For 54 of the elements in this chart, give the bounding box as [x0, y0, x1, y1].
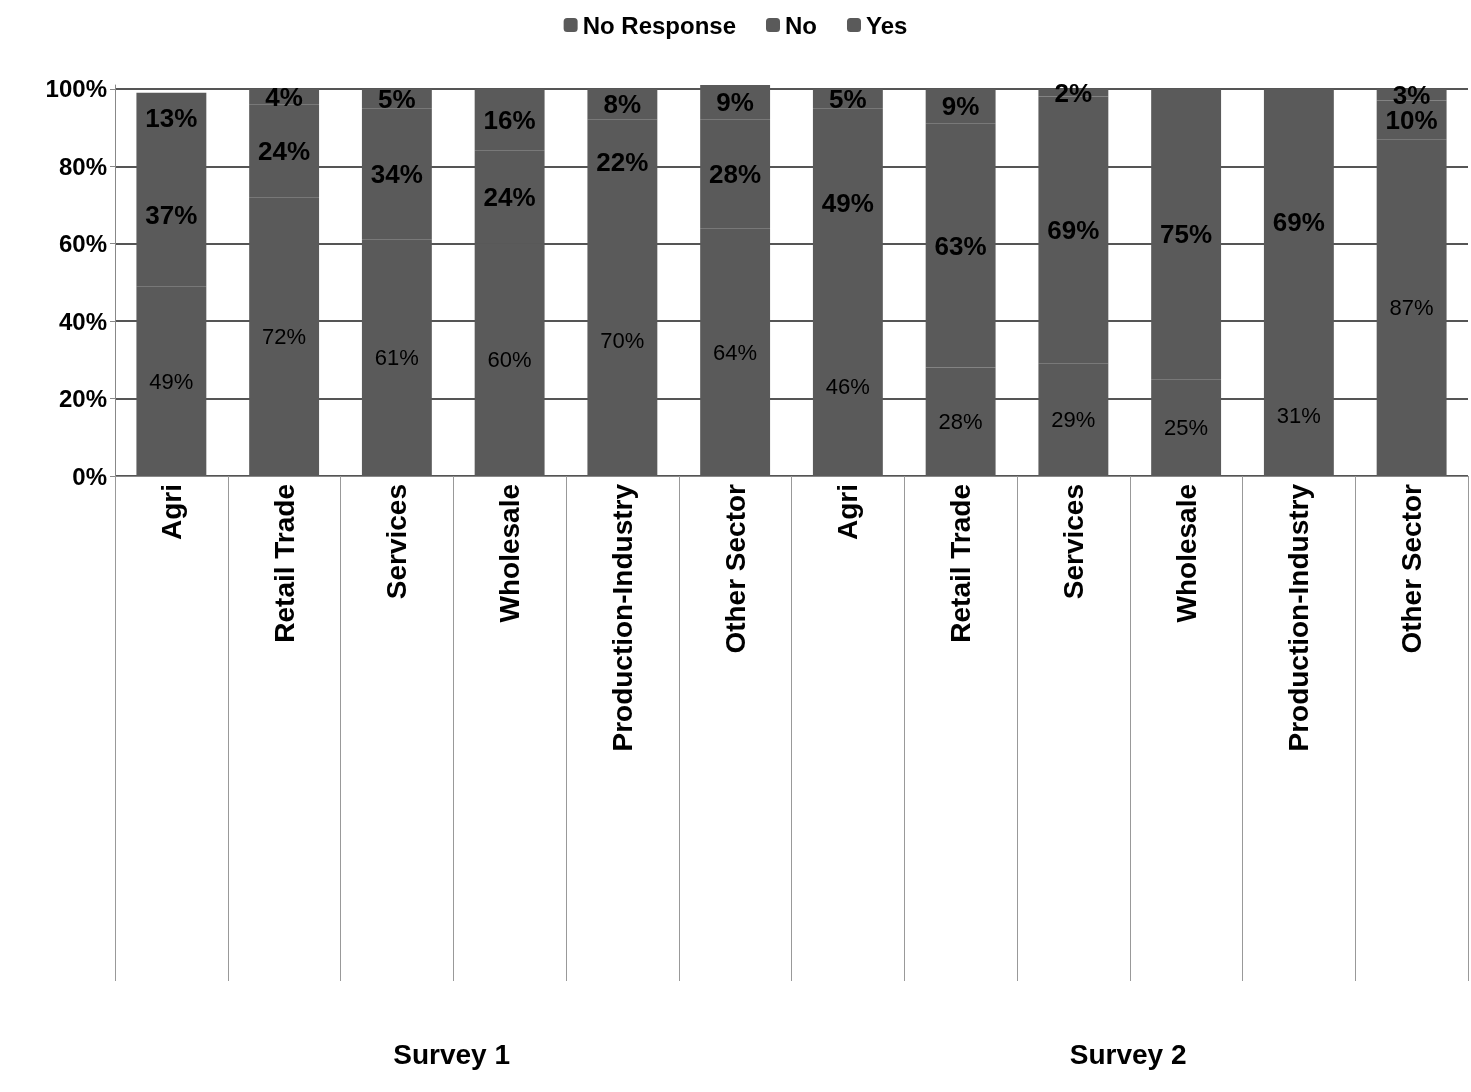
data-label: 46%	[825, 374, 870, 400]
data-label: 24%	[483, 182, 536, 213]
data-label: 70%	[600, 328, 645, 354]
x-tick-label: Agri	[155, 484, 187, 540]
y-tick-label: 0%	[72, 462, 107, 490]
legend-label: No Response	[582, 11, 737, 39]
x-tick-label: Wholesale	[1170, 484, 1202, 623]
data-label: 49%	[821, 188, 874, 219]
x-tick-label: Production-Industry	[1283, 483, 1315, 752]
y-tick-label: 60%	[58, 230, 107, 258]
data-label: 69%	[1272, 207, 1325, 238]
x-tick-label: Services	[381, 484, 413, 600]
legend-label: Yes	[865, 11, 908, 39]
data-label: 75%	[1160, 219, 1213, 250]
x-tick-label: Other Sector	[1396, 483, 1428, 654]
x-tick-label: Production-Industry	[606, 483, 638, 752]
data-label: 9%	[716, 87, 754, 118]
x-tick-label: Retail Trade	[945, 484, 977, 643]
data-label: 8%	[603, 89, 642, 120]
data-label: 24%	[258, 135, 311, 166]
data-label: 9%	[941, 91, 980, 122]
data-label: 63%	[934, 230, 987, 261]
x-tick-label: Wholesale	[494, 484, 526, 623]
data-label: 16%	[483, 104, 536, 135]
y-tick-label: 40%	[58, 307, 107, 335]
x-tick-label: Agri	[832, 484, 864, 540]
data-label: 5%	[829, 83, 867, 114]
data-label: 4%	[265, 81, 303, 112]
data-label: 60%	[487, 347, 532, 373]
data-label: 5%	[378, 83, 416, 114]
data-label: 61%	[374, 345, 419, 371]
data-label: 87%	[1389, 295, 1434, 321]
data-label: 31%	[1276, 403, 1321, 429]
text: Survey 2	[1069, 1038, 1187, 1070]
data-label: 13%	[145, 102, 198, 133]
legend-label: No	[785, 11, 817, 39]
data-label: 64%	[713, 339, 758, 365]
data-label: 69%	[1047, 215, 1100, 246]
data-label: 49%	[149, 368, 194, 394]
y-tick-label: 100%	[45, 75, 107, 103]
y-tick-label: 80%	[58, 152, 107, 180]
data-label: 28%	[938, 409, 983, 435]
data-label: 37%	[145, 199, 198, 230]
x-tick-label: Other Sector	[719, 483, 751, 654]
data-label: 72%	[262, 324, 307, 350]
data-label: 34%	[370, 159, 423, 190]
x-tick-label: Retail Trade	[268, 484, 300, 643]
data-label: 29%	[1051, 407, 1096, 433]
data-label: 22%	[596, 147, 649, 178]
text: Survey 1	[393, 1038, 510, 1070]
y-tick-label: 20%	[58, 385, 107, 413]
data-label: 28%	[709, 159, 762, 190]
data-label: 25%	[1164, 415, 1209, 441]
x-tick-label: Services	[1057, 484, 1089, 600]
